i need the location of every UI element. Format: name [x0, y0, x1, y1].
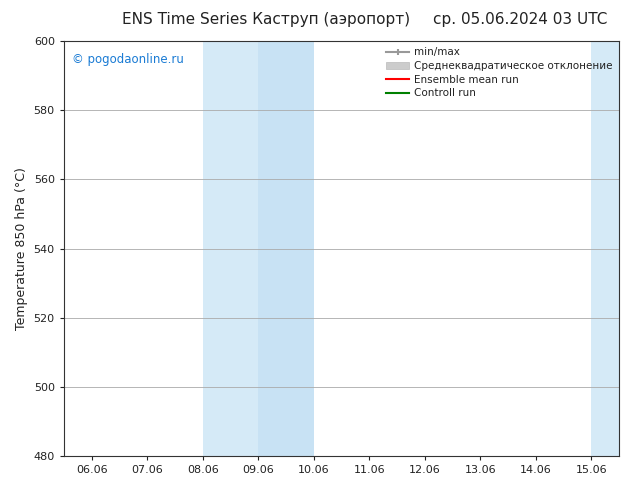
Bar [258, 41, 314, 456]
Bar [619, 41, 634, 456]
Bar [592, 41, 619, 456]
Text: © pogodaonline.ru: © pogodaonline.ru [72, 53, 184, 67]
Legend: min/max, Среднеквадратическое отклонение, Ensemble mean run, Controll run: min/max, Среднеквадратическое отклонение… [383, 44, 616, 101]
Bar [203, 41, 258, 456]
Y-axis label: Temperature 850 hPa (°C): Temperature 850 hPa (°C) [15, 167, 28, 330]
Text: ср. 05.06.2024 03 UTC: ср. 05.06.2024 03 UTC [432, 12, 607, 27]
Text: ENS Time Series Каструп (аэропорт): ENS Time Series Каструп (аэропорт) [122, 12, 410, 27]
